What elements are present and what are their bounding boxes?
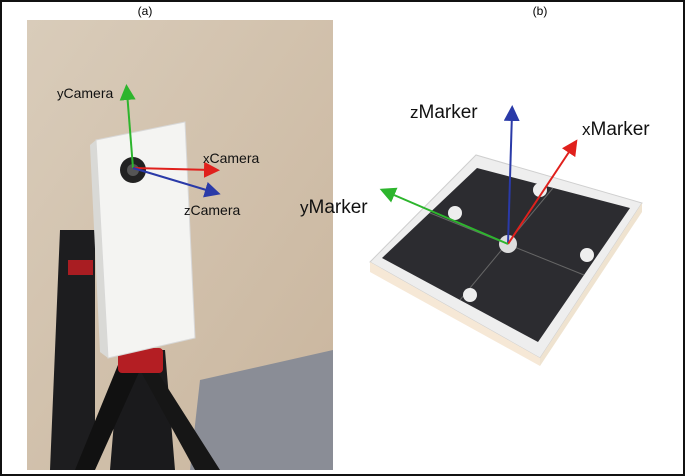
- panel-label: (a): [138, 4, 153, 18]
- axis-label-part: Marker: [309, 197, 369, 218]
- axis-label-part: Marker: [591, 119, 651, 140]
- axis-label-part: Camera: [191, 202, 241, 218]
- axis-label-part: Camera: [210, 150, 260, 166]
- axis-label: yCamera: [57, 85, 114, 101]
- axis-label: zMarker: [410, 102, 478, 123]
- axis-label: xMarker: [582, 119, 650, 140]
- axis-label: zCamera: [184, 202, 241, 218]
- axis-label: xCamera: [203, 150, 260, 166]
- figure: (a) (b) yCamera xCamera zCamera: [0, 0, 685, 476]
- axis-label-part: Marker: [419, 102, 479, 123]
- axis-label-part: z: [410, 103, 419, 122]
- axis-label-part: Camera: [64, 85, 114, 101]
- panel-label: (b): [533, 4, 548, 18]
- axis-label: yMarker: [300, 197, 368, 218]
